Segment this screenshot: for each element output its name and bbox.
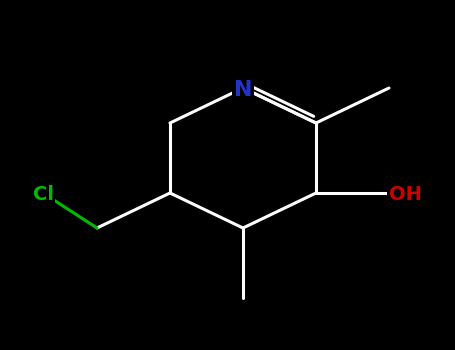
- Text: N: N: [234, 80, 252, 100]
- Text: Cl: Cl: [32, 186, 54, 204]
- Text: OH: OH: [389, 186, 422, 204]
